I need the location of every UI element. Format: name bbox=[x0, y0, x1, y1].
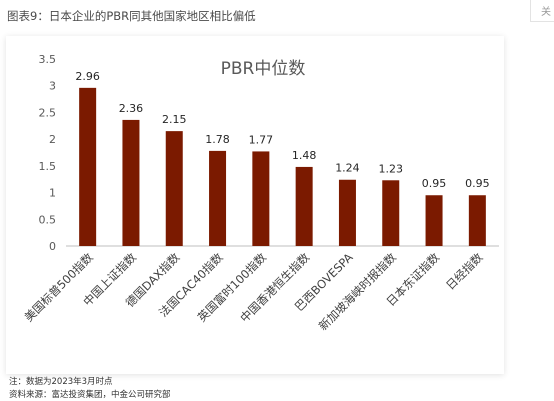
bar bbox=[468, 195, 486, 246]
y-tick-label: 3 bbox=[49, 80, 56, 93]
bar bbox=[295, 166, 313, 246]
data-label: 1.78 bbox=[205, 133, 230, 146]
chart-container: PBR中位数 0 0.5 1 1.5 2 2.5 3 3.5 2.96 美国标普500指数 2.3… bbox=[6, 36, 504, 374]
x-tick-label: 新加坡海峡时报指数 bbox=[316, 250, 399, 333]
y-tick-label: 2 bbox=[49, 133, 56, 146]
y-tick-label: 0.5 bbox=[39, 213, 57, 226]
data-label: 0.95 bbox=[465, 177, 490, 190]
chart-title: PBR中位数 bbox=[221, 59, 306, 79]
data-label: 0.95 bbox=[422, 177, 447, 190]
data-label: 1.48 bbox=[292, 149, 317, 162]
source-note: 资料来源：富达投资集团，中金公司研究部 bbox=[9, 390, 171, 400]
data-label: 1.77 bbox=[249, 133, 274, 146]
y-tick-label: 2.5 bbox=[39, 106, 57, 119]
x-tick-label: 日经指数 bbox=[443, 250, 486, 293]
footnote: 注：数据为2023年3月时点 bbox=[9, 377, 113, 387]
bar bbox=[165, 131, 183, 246]
bar bbox=[122, 119, 140, 246]
bars-group: 2.96美国标普500指数2.36中国上证指数2.15德国DAX指数1.78法国… bbox=[22, 70, 490, 333]
y-tick-label: 1 bbox=[49, 187, 56, 200]
figure-caption: 图表9：日本企业的PBR同其他国家地区相比偏低 bbox=[7, 9, 256, 23]
data-label: 1.24 bbox=[335, 162, 360, 175]
y-tick-label: 0 bbox=[49, 240, 56, 253]
data-label: 2.96 bbox=[75, 70, 100, 83]
y-tick-label: 3.5 bbox=[39, 53, 57, 66]
data-label: 1.23 bbox=[379, 162, 404, 175]
bar bbox=[425, 195, 443, 246]
data-label: 2.15 bbox=[162, 113, 187, 126]
bar-chart: PBR中位数 0 0.5 1 1.5 2 2.5 3 3.5 2.96 美国标普500指数 2.3… bbox=[22, 53, 499, 333]
bar bbox=[79, 87, 97, 246]
x-tick-label: 美国标普500指数 bbox=[22, 250, 97, 325]
bar bbox=[209, 150, 227, 246]
y-tick-label: 1.5 bbox=[39, 160, 57, 173]
bar bbox=[382, 180, 400, 246]
data-label: 2.36 bbox=[119, 102, 144, 115]
y-axis: 0 0.5 1 1.5 2 2.5 3 3.5 bbox=[39, 53, 57, 253]
bar bbox=[252, 151, 270, 246]
side-tab-button[interactable]: 关 bbox=[530, 0, 554, 22]
bar bbox=[338, 179, 356, 246]
